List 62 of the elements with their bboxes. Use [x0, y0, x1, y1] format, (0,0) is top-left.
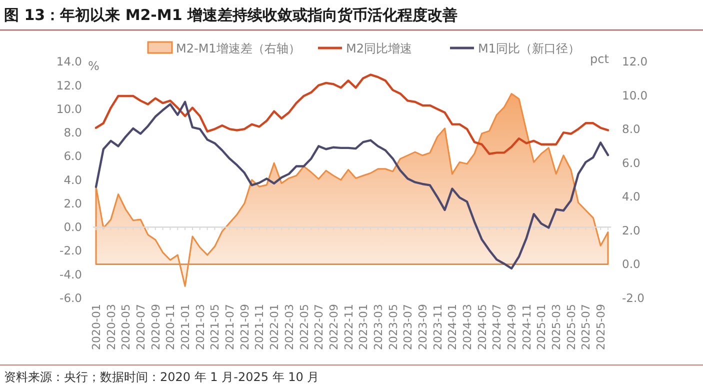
x-tick-label: 2020-09	[149, 304, 162, 350]
x-tick-label: 2021-09	[238, 304, 252, 350]
y2-tick-label: 6.0	[622, 156, 640, 170]
y-tick-label: 10.0	[56, 102, 82, 116]
line-series	[94, 74, 610, 155]
x-tick-label: 2023-07	[402, 304, 415, 350]
x-tick-label: 2022-09	[327, 304, 340, 350]
x-tick-label: 2023-01	[357, 304, 370, 350]
y-tick-label: 4.0	[64, 172, 82, 187]
x-tick-label: 2023-03	[372, 304, 385, 350]
y-tick-label: 14.0	[56, 54, 82, 69]
y-tick-label: 6.0	[64, 149, 82, 164]
x-tick-label: 2025-07	[580, 304, 593, 350]
x-tick-label: 2024-11	[520, 304, 534, 350]
x-tick-label: 2023-11	[431, 304, 444, 350]
x-tick-label: 2023-09	[416, 304, 430, 350]
x-tick-label: 2021-07	[224, 304, 237, 350]
x-tick-label: 2025-01	[535, 304, 548, 350]
x-tick-label: 2024-07	[490, 304, 504, 350]
x-tick-label: 2024-03	[461, 304, 474, 350]
y-tick-label: -2.0	[60, 244, 82, 258]
x-tick-label: 2020-07	[134, 304, 148, 350]
y-tick-label: 8.0	[64, 126, 82, 140]
y2-tick-label: 12.0	[622, 54, 648, 69]
text: 资料来源：央行；数据时间：2020 年 1 月-2025 年 10 月	[4, 370, 320, 384]
x-tick-label: 2021-05	[208, 304, 222, 350]
y-tick-label: 2.0	[64, 196, 82, 210]
y-tick-label: 12.0	[56, 78, 82, 92]
y-tick-label: -6.0	[60, 291, 82, 305]
x-tick-label: 2022-07	[312, 304, 326, 350]
x-tick-label: 2025-03	[550, 304, 564, 350]
x-tick-label: 2020-05	[120, 304, 133, 350]
chart-title: 图 13：年初以来 M2-M1 增速差持续收敛或指向货币活化程度改善	[4, 6, 458, 24]
y2-tick-label: 2.0	[622, 223, 640, 238]
y2-tick-label: 4.0	[622, 190, 640, 204]
y2-tick-label: 10.0	[622, 88, 648, 102]
x-tick-label: 2022-11	[342, 304, 356, 350]
y-axis-title: %	[88, 59, 100, 73]
x-tick-label: 2025-05	[564, 304, 578, 350]
x-tick-label: 2021-03	[194, 304, 207, 350]
y2-axis-title: pct	[590, 52, 610, 66]
y-tick-label: -4.0	[60, 267, 82, 282]
y2-tick-label: 0.0	[622, 257, 640, 272]
x-tick-label: 2021-01	[179, 304, 192, 350]
x-tick-label: 2024-09	[506, 304, 519, 350]
legend-label: M1同比（新口径）	[478, 42, 580, 56]
x-tick-label: 2021-11	[253, 304, 266, 350]
x-tick-label: 2020-03	[104, 304, 118, 350]
x-tick-label: 2024-05	[476, 304, 489, 350]
x-tick-label: 2023-05	[386, 304, 400, 350]
x-tick-label: 2022-01	[268, 304, 282, 350]
y-tick-label: 0.0	[64, 220, 82, 234]
legend-label: M2-M1增速差（右轴）	[176, 42, 300, 56]
x-tick-label: 2022-05	[298, 304, 311, 350]
x-tick-label: 2022-03	[282, 304, 296, 350]
x-tick-label: 2024-01	[446, 304, 460, 350]
y2-tick-label: 8.0	[622, 122, 640, 136]
x-tick-label: 2020-01	[90, 304, 103, 350]
x-tick-label: 2020-11	[164, 304, 178, 350]
x-tick-label: 2025-09	[594, 304, 608, 350]
legend-label: M2同比增速	[346, 42, 412, 56]
y2-tick-label: -2.0	[622, 291, 644, 305]
